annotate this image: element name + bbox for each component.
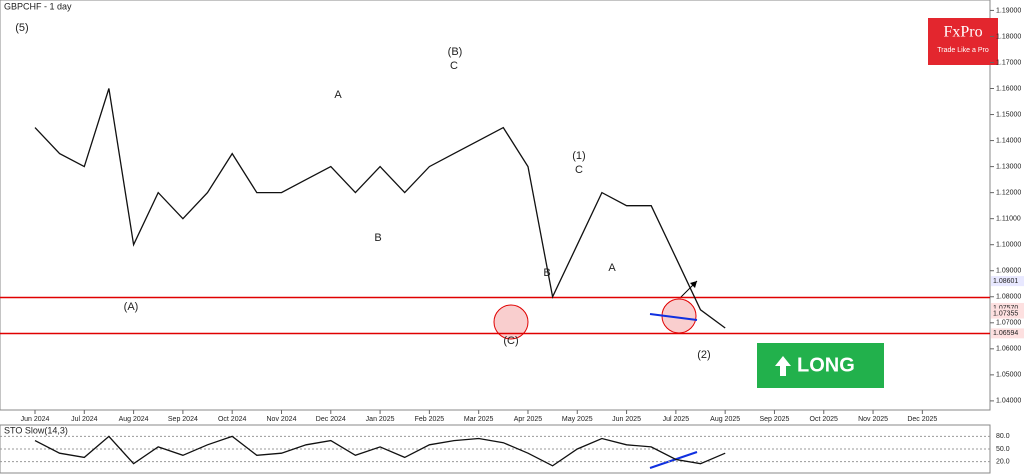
- brand: FxPro: [943, 24, 982, 41]
- wave-label: (5): [15, 22, 28, 34]
- wave-label: B: [543, 267, 550, 279]
- price-label-bg: [991, 276, 1024, 287]
- y-tick-label: 1.13000: [996, 163, 1021, 170]
- oscillator-title: STO Slow(14,3): [4, 425, 68, 435]
- y-tick-label: 1.15000: [996, 111, 1021, 118]
- wave-label: (B): [448, 46, 463, 58]
- y-tick-label: 1.19000: [996, 7, 1021, 14]
- price-label: 1.08601: [993, 278, 1018, 285]
- logo: FxPro Trade Like a Pro: [928, 18, 998, 65]
- x-tick-label: Apr 2025: [514, 416, 543, 423]
- wave-label: (A): [124, 301, 139, 313]
- price-label: 1.07355: [993, 310, 1018, 317]
- y-tick-label: 1.12000: [996, 189, 1021, 196]
- wave-label: (1): [572, 150, 585, 162]
- x-tick-label: Oct 2025: [810, 416, 839, 423]
- chart-title: GBPCHF - 1 day: [4, 1, 72, 11]
- main-panel: [0, 0, 991, 411]
- price-label-bg: [991, 328, 1024, 339]
- wave-label: C: [450, 60, 458, 72]
- x-tick-label: May 2025: [562, 416, 593, 423]
- x-tick-label: Aug 2024: [119, 416, 149, 423]
- signal-arrow: [775, 356, 791, 376]
- x-tick-label: Jun 2025: [612, 416, 641, 423]
- x-tick-label: Aug 2025: [710, 416, 740, 423]
- x-tick-label: Jun 2024: [21, 416, 50, 423]
- y-tick-label: 1.14000: [996, 137, 1021, 144]
- wave-label: A: [334, 89, 342, 101]
- wave-label: A: [608, 262, 616, 274]
- y-tick-label: 1.10000: [996, 242, 1021, 249]
- x-tick-label: Dec 2024: [316, 416, 346, 423]
- y-tick-label: 1.17000: [996, 59, 1021, 66]
- x-tick-label: Oct 2024: [218, 416, 247, 423]
- x-tick-label: Feb 2025: [415, 416, 445, 423]
- osc-tick-label: 80.0: [996, 433, 1010, 440]
- y-tick-label: 1.07000: [996, 320, 1021, 327]
- x-tick-label: Jan 2025: [366, 416, 395, 423]
- slogan: Trade Like a Pro: [937, 47, 989, 54]
- price-label: 1.06594: [993, 330, 1018, 337]
- x-tick-label: Jul 2024: [71, 416, 98, 423]
- trend-line: [649, 313, 698, 321]
- x-tick-label: Dec 2025: [907, 416, 937, 423]
- y-tick-label: 1.16000: [996, 85, 1021, 92]
- highlight-circle: [493, 304, 529, 340]
- trend-line: [649, 451, 698, 469]
- osc-tick-label: 20.0: [996, 458, 1010, 465]
- wave-label: C: [575, 164, 583, 176]
- y-tick-label: 1.08000: [996, 294, 1021, 301]
- price-label-bg: [991, 302, 1024, 313]
- price-label: 1.07570: [993, 305, 1018, 312]
- signal-box: LONG: [757, 343, 884, 388]
- x-tick-label: Sep 2025: [759, 416, 789, 423]
- wave-label: (2): [697, 349, 710, 361]
- y-tick-label: 1.05000: [996, 372, 1021, 379]
- y-tick-label: 1.11000: [996, 216, 1021, 223]
- signal-text: LONG: [797, 354, 855, 376]
- y-tick-label: 1.18000: [996, 33, 1021, 40]
- y-tick-label: 1.06000: [996, 346, 1021, 353]
- price-line: [34, 88, 726, 329]
- price-line: [34, 435, 726, 467]
- arrow-head: [690, 281, 697, 288]
- x-tick-label: Sep 2024: [168, 416, 198, 423]
- x-tick-label: Nov 2025: [858, 416, 888, 423]
- logo-bg: [928, 18, 998, 65]
- x-tick-label: Jul 2025: [663, 416, 690, 423]
- y-tick-label: 1.09000: [996, 268, 1021, 275]
- price-label-bg: [991, 308, 1024, 319]
- x-tick-label: Mar 2025: [464, 416, 494, 423]
- x-tick-label: Nov 2024: [267, 416, 297, 423]
- y-tick-label: 1.04000: [996, 398, 1021, 405]
- wave-label: B: [374, 232, 381, 244]
- wave-label: (C): [503, 335, 518, 347]
- osc-tick-label: 50.0: [996, 446, 1010, 453]
